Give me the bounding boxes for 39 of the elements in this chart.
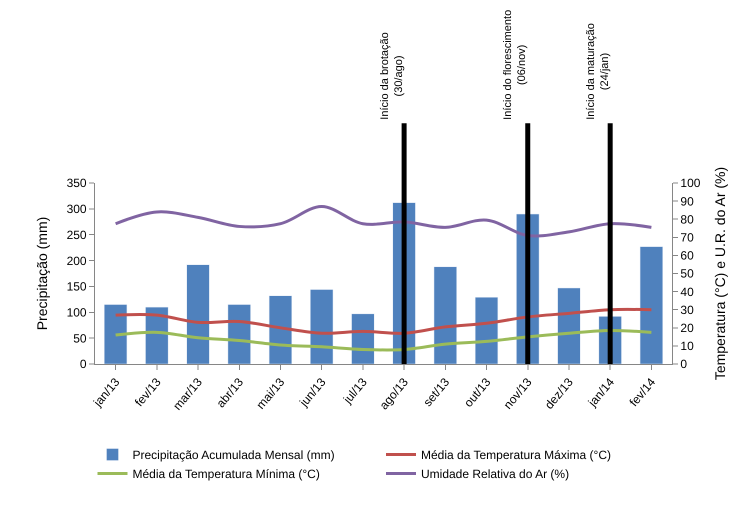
ref-line-label: Início da brotação (30/ago) (378, 32, 406, 120)
bar (268, 295, 292, 364)
legend-label: Precipitação Acumulada Mensal (mm) (132, 448, 335, 462)
line-series (114, 205, 653, 238)
y-tick-label: 100 (66, 305, 87, 320)
legend-label: Média da Temperatura Mínima (°C) (132, 467, 320, 482)
y-tick-label: 50 (73, 331, 87, 346)
bar (434, 266, 457, 364)
bar (474, 297, 498, 364)
bar (186, 264, 210, 364)
y2-axis-title: Temperatura (°C) e U.R. do Ar (%) (712, 166, 728, 380)
ref-line-label: Início da maturação (24/jan) (584, 23, 612, 120)
y2-tick-label: 70 (680, 230, 694, 244)
legend-label: Média da Temperatura Máxima (°C) (421, 448, 611, 462)
line-series (114, 308, 653, 335)
y2-tick-label: 40 (680, 284, 694, 299)
bar (104, 304, 128, 364)
y2-tick-label: 50 (680, 266, 694, 281)
bar (640, 246, 663, 364)
y2-tick-label: 10 (680, 339, 694, 354)
legend-label: Umidade Relativa do Ar (%) (421, 467, 570, 482)
ref-line-label: Início do florescimento (06/nov) (502, 10, 528, 120)
y-tick-label: 200 (66, 254, 87, 268)
y2-tick-label: 90 (680, 194, 694, 208)
y2-tick-label: 100 (680, 176, 701, 190)
y2-tick-label: 30 (680, 302, 694, 317)
y-tick-label: 150 (66, 280, 87, 294)
y-tick-label: 250 (66, 228, 87, 242)
bar (310, 289, 334, 364)
y-tick-label: 300 (66, 202, 87, 216)
y-axis-title: Precipitação (mm) (34, 216, 50, 330)
y2-tick-label: 60 (680, 248, 694, 263)
y2-tick-label: 0 (680, 357, 688, 372)
bar (557, 288, 581, 364)
line-series (114, 329, 653, 352)
y2-tick-label: 20 (680, 321, 694, 335)
y-tick-label: 350 (66, 176, 87, 190)
y-tick-label: 0 (80, 357, 87, 372)
y2-tick-label: 80 (680, 212, 694, 226)
